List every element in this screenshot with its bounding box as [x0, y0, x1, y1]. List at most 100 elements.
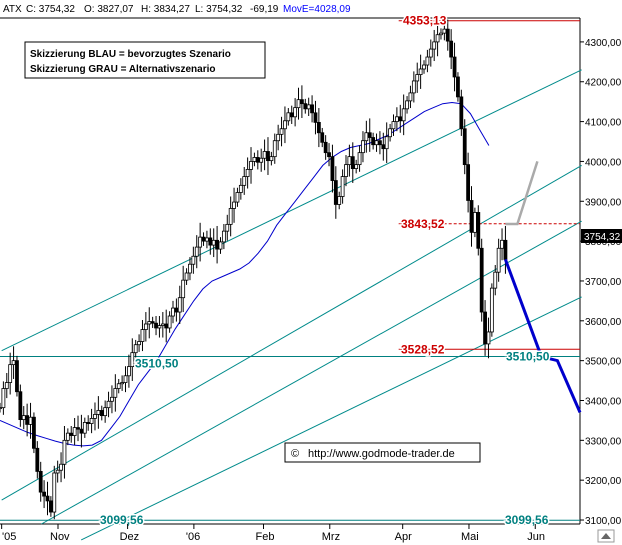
price-bar-body [191, 255, 196, 265]
scenario-lines [503, 161, 582, 413]
price-bar [38, 461, 43, 502]
price-bar-body [55, 469, 60, 474]
price-bar-body [28, 416, 33, 425]
price-bar-body [469, 200, 474, 233]
price-bar-body [72, 427, 77, 436]
channel-line-0 [1, 69, 582, 352]
price-bar [157, 316, 162, 338]
price-bar [238, 178, 243, 200]
price-bar-body [279, 128, 284, 135]
price-bar-body [177, 297, 182, 313]
price-bar [8, 352, 13, 395]
price-bar [489, 283, 494, 337]
price-bar [323, 135, 328, 160]
price-bar-body [116, 383, 121, 389]
price-bar [415, 62, 420, 93]
price-bar [15, 355, 19, 397]
price-bar-body [462, 128, 467, 166]
price-bar [137, 334, 141, 352]
price-bar-body [425, 56, 430, 66]
price-bar-body [69, 432, 74, 436]
price-bar-body [4, 382, 9, 389]
price-bar-body [394, 116, 399, 122]
channel-line-2 [41, 220, 582, 525]
price-bar-body [371, 137, 376, 146]
price-bar [194, 235, 199, 269]
x-tick-label: '06 [186, 531, 200, 543]
header-close: C: 3754,32 [26, 4, 75, 15]
price-bar-body [15, 360, 19, 393]
price-bar [418, 54, 423, 89]
header-ma: MovE=4028,09 [283, 4, 351, 15]
price-bar [127, 354, 131, 388]
price-bar [411, 71, 416, 103]
price-bars [0, 19, 508, 520]
price-bar-body [130, 352, 135, 368]
price-bar-body [489, 287, 494, 333]
price-bar [167, 311, 172, 333]
price-bar-body [167, 315, 172, 329]
x-tick-label: Nov [50, 531, 70, 543]
price-bar-body [364, 132, 369, 142]
price-bar-body [205, 237, 209, 242]
price-bar-body [333, 180, 338, 205]
price-bar-body [442, 28, 447, 34]
price-bar-body [422, 64, 426, 70]
price-bar [198, 222, 203, 262]
price-bar [483, 300, 487, 356]
legend-line-gray: Skizzierung GRAU = Alternativszenario [30, 64, 216, 75]
price-bar [218, 237, 223, 254]
price-bar [249, 147, 253, 184]
price-bar-body [303, 103, 308, 110]
price-bar-body [323, 141, 328, 154]
price-bar-body [1, 388, 6, 409]
price-bar-body [262, 151, 267, 159]
price-bar-body [221, 230, 226, 243]
price-bar-body [99, 410, 104, 417]
price-bar-body [18, 391, 23, 421]
price-bar-body [120, 382, 125, 385]
price-bar [439, 28, 443, 40]
price-bar-body [472, 212, 477, 233]
price-bar-body [174, 307, 179, 313]
price-bar-body [103, 407, 108, 417]
price-bar-body [435, 34, 440, 43]
price-bar [116, 378, 121, 394]
price-bar-body [140, 329, 145, 342]
price-bar [93, 402, 97, 431]
price-bar [228, 196, 233, 237]
price-bar [422, 60, 426, 74]
price-bar-body [215, 239, 219, 250]
corner-marker-icon [601, 533, 611, 539]
price-bar [42, 480, 46, 509]
price-bar-body [486, 331, 491, 345]
price-bar [320, 127, 325, 148]
price-bar-body [310, 104, 314, 114]
y-tick-label: 3500,00 [585, 357, 622, 368]
price-bar-body [164, 323, 169, 329]
price-bar-body [96, 410, 101, 415]
price-bar-body [381, 144, 386, 150]
price-bar-body [320, 132, 325, 143]
price-bar-body [188, 263, 192, 274]
price-bar-body [384, 136, 389, 150]
header-symbol: ATX [3, 4, 22, 15]
price-bar [130, 338, 135, 381]
price-bar [337, 191, 342, 210]
price-bar [120, 375, 125, 391]
level-label-1: 3843,52 [401, 217, 445, 231]
price-bar-body [459, 96, 464, 130]
price-bar [1, 381, 6, 415]
price-bar-body [232, 201, 236, 209]
price-bar-body [500, 239, 504, 249]
trend-channels [1, 69, 582, 541]
price-bar [435, 20, 440, 57]
price-bar-body [269, 156, 274, 162]
price-bar [428, 39, 433, 67]
price-bar [184, 268, 189, 285]
price-bar [188, 257, 192, 281]
y-tick-label: 3100,00 [585, 516, 622, 527]
watermark: © http://www.godmode-trader.de [284, 442, 481, 463]
